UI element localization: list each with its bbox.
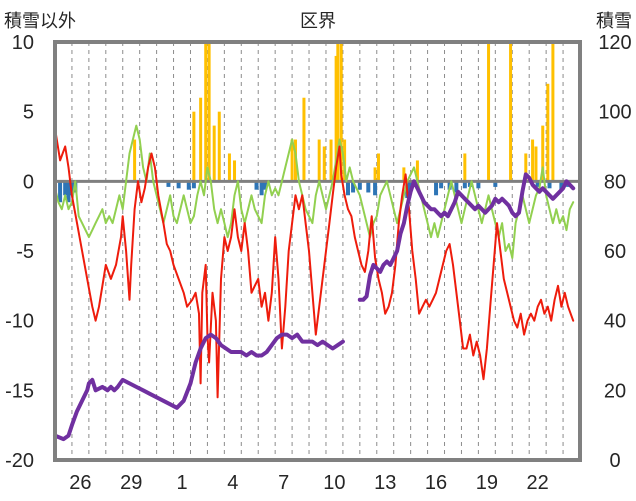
right-axis-title: 積雪: [596, 11, 632, 32]
precip-bar: [373, 167, 377, 182]
precip-bar: [227, 153, 231, 182]
negative-bar: [263, 181, 267, 190]
left-tick-label: -10: [5, 311, 34, 333]
negative-bar: [535, 181, 540, 187]
precip-bar: [290, 139, 294, 182]
left-tick-label: -15: [5, 380, 34, 402]
negative-bar: [66, 181, 71, 203]
precip-bar: [302, 97, 306, 182]
right-tick-label: 0: [609, 450, 620, 472]
negative-bar: [373, 181, 378, 196]
precip-bar: [463, 153, 467, 182]
x-tick-label: 13: [374, 472, 396, 494]
precip-bar: [133, 139, 137, 182]
purple-series-line: [53, 332, 345, 442]
precip-bar: [415, 160, 419, 182]
x-tick-label: 26: [69, 472, 91, 494]
negative-bar: [476, 181, 481, 189]
left-tick-label: -20: [5, 450, 34, 472]
negative-bar: [357, 181, 362, 190]
right-axis-ticks: 120 100 80 60 40 20 0: [598, 32, 631, 472]
negative-bar: [58, 181, 63, 203]
precip-bar: [546, 83, 550, 182]
precip-bar: [541, 125, 545, 182]
negative-bar: [176, 181, 181, 189]
precip-bar: [334, 55, 338, 182]
precip-bar: [322, 146, 326, 182]
negative-bar: [191, 181, 196, 189]
precip-bar: [487, 42, 491, 182]
negative-bar: [454, 181, 459, 193]
precip-bar: [531, 139, 535, 182]
plot-frame: [53, 40, 582, 462]
negative-bar: [366, 181, 371, 193]
precip-bar: [204, 42, 208, 182]
left-axis-ticks: 10 5 0 -5 -10 -15 -20: [5, 32, 34, 472]
series-lines: [53, 124, 576, 442]
precip-bar: [524, 153, 528, 182]
left-tick-label: 5: [23, 102, 34, 124]
purple-series-line: [357, 172, 576, 302]
chart-title: 区界: [300, 11, 336, 32]
left-tick-label: 10: [12, 32, 34, 54]
precip-bar: [217, 111, 221, 182]
x-tick-label: 29: [120, 472, 142, 494]
x-axis-ticks: 26 29 1 4 7 10 13 16 19 22: [69, 472, 549, 494]
negative-bar: [345, 181, 350, 196]
precip-bar: [207, 42, 211, 182]
red-series-line: [54, 127, 575, 399]
precip-bar: [509, 42, 513, 182]
right-tick-label: 100: [598, 102, 631, 124]
precip-bar: [199, 97, 203, 182]
precip-bar: [317, 139, 321, 182]
precip-bar: [376, 153, 380, 182]
x-tick-label: 4: [227, 472, 238, 494]
x-tick-label: 22: [527, 472, 549, 494]
x-tick-label: 19: [476, 472, 498, 494]
right-tick-label: 60: [604, 241, 626, 263]
negative-bar: [439, 181, 444, 189]
x-tick-label: 16: [425, 472, 447, 494]
right-tick-label: 40: [604, 311, 626, 333]
left-tick-label: 0: [23, 171, 34, 193]
right-tick-label: 80: [604, 171, 626, 193]
negative-bar: [462, 181, 467, 189]
precip-bar: [551, 42, 555, 182]
negative-bar: [559, 181, 564, 190]
negative-bar: [259, 181, 264, 196]
x-tick-label: 1: [176, 472, 187, 494]
negative-bar: [186, 181, 191, 190]
negative-bar: [434, 181, 439, 196]
negative-bar: [166, 181, 171, 187]
x-tick-label: 7: [278, 472, 289, 494]
negative-bar: [547, 181, 552, 189]
precip-bar: [212, 125, 216, 182]
left-axis-title: 積雪以外: [4, 11, 76, 32]
precip-bar: [192, 111, 196, 182]
negative-bar: [63, 181, 68, 196]
right-tick-label: 120: [598, 32, 631, 54]
precip-bar: [336, 42, 340, 182]
negative-bar: [351, 181, 356, 193]
negative-bar: [254, 181, 259, 190]
negative-bar: [493, 181, 498, 187]
precip-bar: [402, 167, 406, 182]
right-tick-label: 20: [604, 380, 626, 402]
x-tick-label: 10: [323, 472, 345, 494]
precip-bar: [329, 139, 333, 182]
left-tick-label: -5: [16, 241, 34, 263]
green-series-line: [54, 124, 575, 259]
precip-bar: [233, 160, 237, 182]
precip-bar: [339, 42, 343, 182]
precip-bar: [534, 146, 538, 182]
